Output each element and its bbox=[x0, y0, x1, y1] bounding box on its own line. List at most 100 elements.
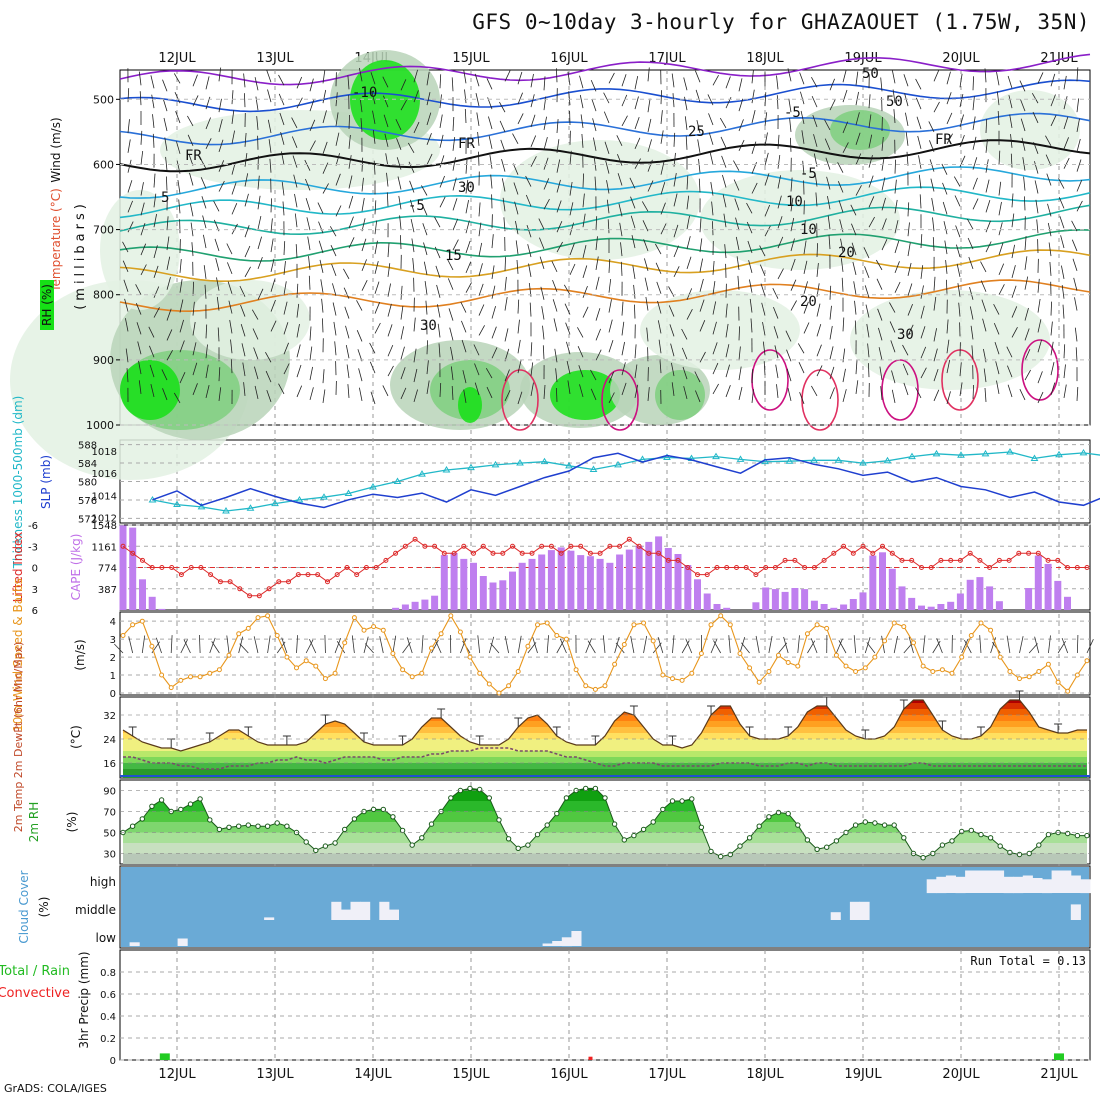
wind-speed-point bbox=[670, 676, 675, 682]
wind-barb bbox=[1037, 391, 1044, 404]
rh-point bbox=[718, 853, 724, 860]
wind-barb bbox=[956, 244, 961, 258]
wind-barb bbox=[725, 385, 731, 398]
wind-barb bbox=[125, 318, 129, 332]
wind10m-barb bbox=[710, 638, 718, 654]
rh-point bbox=[804, 837, 811, 843]
wind-barb bbox=[291, 117, 298, 129]
wind-barb bbox=[695, 89, 701, 103]
temp-band bbox=[123, 709, 1087, 715]
wind-barb bbox=[1074, 327, 1078, 342]
cloud-cell-high bbox=[1070, 875, 1081, 893]
wind-barb bbox=[435, 265, 441, 279]
wind-barb bbox=[230, 359, 233, 374]
rh-point bbox=[370, 806, 377, 813]
wind-barb bbox=[231, 182, 237, 195]
wind-speed-point bbox=[178, 677, 184, 683]
wind-barb bbox=[139, 91, 142, 106]
wind-barb bbox=[345, 325, 350, 339]
wind-barb bbox=[920, 346, 927, 359]
wind-barb bbox=[489, 155, 493, 169]
wind-barb bbox=[332, 283, 337, 296]
wind-barb bbox=[335, 205, 342, 217]
temp-tick-label: 16 bbox=[103, 759, 116, 770]
cape-bar bbox=[528, 558, 536, 610]
wind-barb bbox=[424, 281, 428, 295]
li-point bbox=[208, 572, 214, 578]
wind-barb bbox=[122, 260, 129, 273]
wind-barb bbox=[372, 130, 376, 144]
wind-barb bbox=[384, 133, 389, 147]
li-point bbox=[909, 557, 915, 563]
wind-barb bbox=[166, 256, 171, 270]
rh-band bbox=[123, 853, 1087, 864]
wind-barb bbox=[877, 308, 883, 321]
wind-barb bbox=[803, 240, 807, 255]
wind-barb bbox=[138, 71, 142, 86]
wind-barb bbox=[270, 218, 273, 233]
wind-barb bbox=[257, 195, 261, 210]
wind10m-barb bbox=[853, 635, 857, 654]
wind-barb bbox=[998, 181, 1002, 196]
wind-barb bbox=[673, 132, 676, 147]
rh-point bbox=[997, 843, 1003, 849]
wind-barb bbox=[486, 78, 493, 90]
wind-barb bbox=[577, 327, 584, 338]
wind-barb bbox=[540, 286, 545, 300]
wind-barb bbox=[1050, 301, 1052, 316]
cloud-cell-high bbox=[1032, 878, 1043, 893]
wind-barb bbox=[802, 160, 805, 175]
wind-barb bbox=[894, 179, 897, 194]
wind-barb bbox=[165, 156, 168, 171]
wind-barb bbox=[671, 382, 675, 396]
wind-barb bbox=[439, 74, 442, 89]
wind-barb bbox=[803, 322, 810, 334]
wind-barb bbox=[229, 319, 233, 334]
wind-barb bbox=[1031, 93, 1039, 104]
wind-barb bbox=[889, 302, 896, 313]
cape-bar bbox=[830, 607, 838, 610]
wind-barb bbox=[786, 368, 792, 382]
cape-bar bbox=[129, 527, 137, 610]
cape-bar bbox=[840, 604, 848, 610]
cape-bar bbox=[820, 604, 828, 610]
wind-barb bbox=[1046, 173, 1052, 186]
slp-line bbox=[152, 452, 1100, 509]
li-point bbox=[841, 543, 847, 549]
thickness-point bbox=[344, 489, 353, 496]
cloud-cell-high bbox=[1051, 870, 1062, 893]
wind-barb bbox=[192, 342, 197, 356]
li-point bbox=[996, 557, 1002, 563]
wind-barb bbox=[982, 318, 987, 332]
rh-point bbox=[129, 823, 136, 829]
wind-barb bbox=[851, 223, 857, 236]
wind-barb bbox=[1076, 386, 1079, 401]
wind-barb bbox=[257, 256, 263, 270]
wind-barb bbox=[127, 88, 130, 103]
wind-barb bbox=[387, 344, 394, 357]
wind-barb bbox=[725, 323, 729, 338]
wind-barb bbox=[374, 281, 380, 294]
wind-barb bbox=[461, 339, 467, 353]
wind-barb bbox=[785, 330, 792, 342]
wind-barb bbox=[972, 384, 974, 399]
wind-barb bbox=[1058, 197, 1065, 209]
wind-barb bbox=[855, 153, 862, 165]
wind-barb bbox=[166, 236, 170, 251]
wind-barb bbox=[296, 344, 301, 358]
wind-barb bbox=[543, 384, 546, 399]
rh-point bbox=[727, 851, 733, 858]
wind-barb bbox=[556, 200, 562, 213]
rh-point bbox=[216, 826, 223, 833]
wind-barb bbox=[776, 75, 779, 90]
wind-barb bbox=[798, 362, 805, 374]
cape-bar bbox=[538, 554, 546, 610]
rh-point bbox=[814, 846, 820, 852]
wind-barb bbox=[244, 193, 249, 207]
wind-barb bbox=[797, 343, 805, 354]
cloud-cell-high bbox=[994, 870, 1005, 893]
wind-speed-point bbox=[1026, 674, 1032, 680]
cape-bar bbox=[499, 580, 507, 610]
wind-barb bbox=[933, 296, 937, 311]
cloud-cell-middle bbox=[264, 917, 275, 920]
